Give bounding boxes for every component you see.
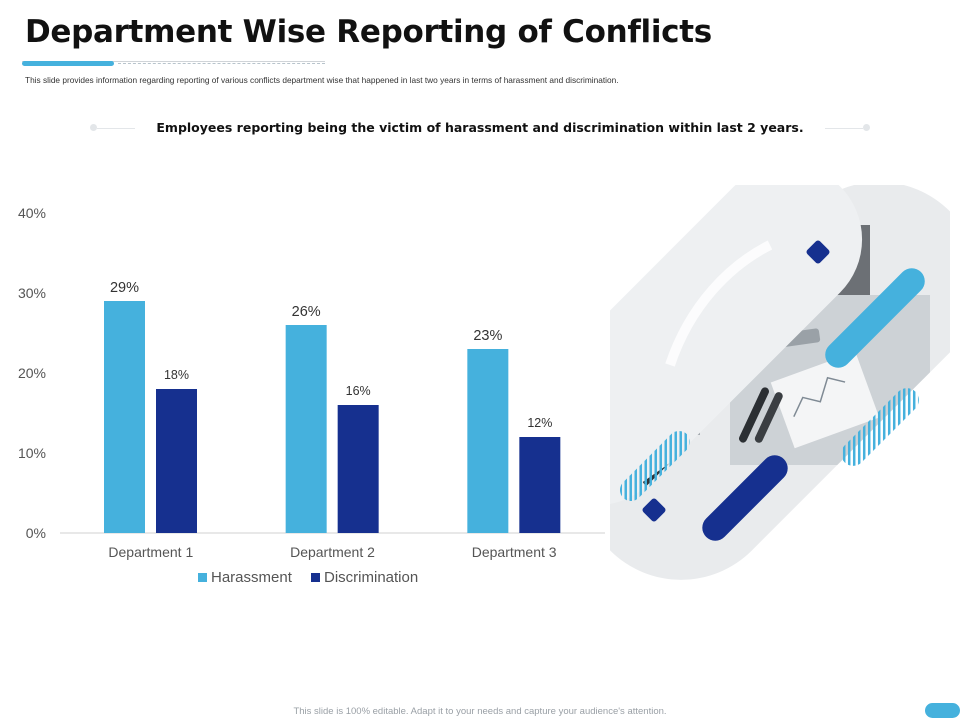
harassment-bar bbox=[285, 325, 327, 533]
chart-subtitle: Employees reporting being the victim of … bbox=[156, 120, 804, 135]
data-label: 26% bbox=[292, 304, 321, 320]
legend-label: Discrimination bbox=[324, 569, 418, 586]
data-label: 18% bbox=[164, 368, 189, 382]
data-label: 29% bbox=[110, 280, 139, 296]
y-tick-label: 20% bbox=[18, 365, 46, 381]
data-label: 23% bbox=[473, 328, 502, 344]
footer-accent-pill bbox=[925, 703, 960, 718]
subtitle-dot-right bbox=[863, 124, 870, 131]
slide-description: This slide provides information regardin… bbox=[25, 75, 619, 85]
y-tick-label: 40% bbox=[18, 205, 46, 221]
harassment-legend-swatch bbox=[198, 573, 207, 582]
footer-note: This slide is 100% editable. Adapt it to… bbox=[293, 706, 667, 717]
y-tick-label: 10% bbox=[18, 445, 46, 461]
discrimination-legend-swatch bbox=[311, 573, 320, 582]
data-label: 16% bbox=[346, 384, 371, 398]
title-accent-bar bbox=[22, 61, 114, 66]
discrimination-bar bbox=[337, 405, 379, 533]
y-tick-label: 30% bbox=[18, 285, 46, 301]
subtitle-line-left bbox=[97, 128, 135, 129]
x-tick-label: Department 3 bbox=[472, 544, 557, 560]
x-tick-label: Department 2 bbox=[290, 544, 375, 560]
discrimination-bar bbox=[519, 437, 561, 533]
harassment-bar bbox=[104, 301, 145, 533]
y-tick-label: 0% bbox=[26, 525, 46, 541]
bar-chart: 0% 10% 20% 30% 40% Department 1 29% 18% Departme… bbox=[18, 205, 605, 586]
discrimination-bar bbox=[156, 389, 197, 533]
title-dashes bbox=[118, 63, 325, 64]
office-desk-photo-collage bbox=[610, 185, 950, 605]
title-underline bbox=[22, 61, 325, 62]
subtitle-dot-left bbox=[90, 124, 97, 131]
subtitle-banner: Employees reporting being the victim of … bbox=[90, 120, 870, 136]
x-tick-label: Department 1 bbox=[108, 544, 193, 560]
page-title: Department Wise Reporting of Conflicts bbox=[25, 14, 712, 50]
subtitle-line-right bbox=[825, 128, 863, 129]
data-label: 12% bbox=[527, 416, 552, 430]
harassment-bar bbox=[467, 349, 509, 533]
legend-label: Harassment bbox=[211, 569, 293, 586]
